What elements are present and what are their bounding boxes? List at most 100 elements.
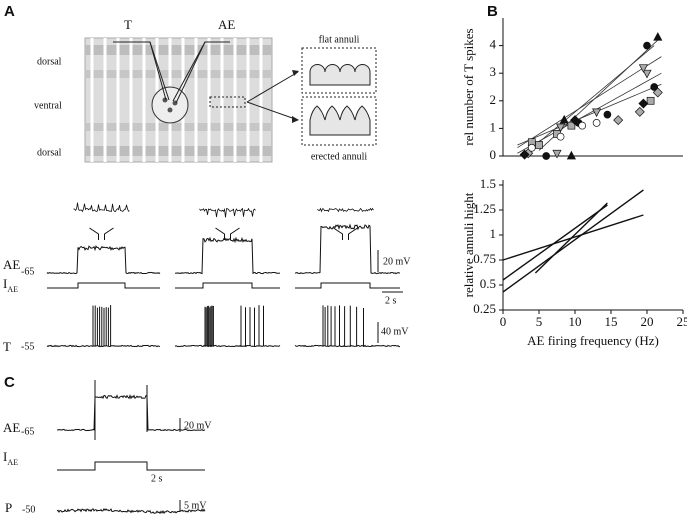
point — [556, 132, 565, 141]
band — [85, 45, 272, 55]
band — [85, 146, 272, 156]
electrode-label: AE — [218, 17, 235, 32]
trace — [46, 344, 161, 348]
y-tick-label: 0.25 — [473, 301, 496, 316]
x-tick-label: 10 — [569, 314, 582, 329]
point — [542, 152, 551, 160]
y-tick-label: 3 — [490, 64, 497, 79]
point — [570, 115, 580, 126]
point — [638, 98, 649, 109]
fit-line — [517, 83, 662, 146]
point — [653, 32, 663, 41]
erected-annuli — [309, 105, 371, 136]
y-tick-label: 1 — [490, 226, 497, 241]
inset-box — [301, 96, 377, 146]
panel-label: C — [4, 374, 15, 391]
point — [552, 149, 562, 159]
traces — [46, 202, 401, 515]
trace — [295, 282, 400, 289]
x-axis-label: AE firing frequency (Hz) — [527, 333, 659, 348]
point — [642, 69, 652, 79]
point — [646, 96, 655, 105]
zoom-box — [209, 96, 246, 108]
trace — [46, 245, 161, 275]
y-tick-label: 4 — [490, 37, 497, 52]
point — [578, 121, 587, 130]
line — [502, 204, 608, 281]
trace-label: IAE — [3, 449, 18, 467]
trace-label: I — [3, 449, 7, 464]
band — [85, 70, 272, 78]
trace — [174, 344, 281, 348]
inset-bracket — [348, 227, 358, 240]
trace-label: AE — [3, 420, 20, 435]
line — [502, 214, 644, 261]
y-tick-label: 0.75 — [473, 251, 496, 266]
trace — [317, 207, 374, 213]
scale-label: 20 mV — [383, 256, 411, 267]
trace — [294, 223, 401, 275]
y-tick-label: 0.5 — [480, 276, 496, 291]
trace-label: I — [3, 276, 7, 291]
point — [535, 141, 543, 149]
fit-line — [517, 56, 662, 149]
ganglion — [151, 86, 189, 124]
inset-bracket — [333, 227, 343, 240]
scale-label: 20 mV — [184, 420, 212, 431]
trace-label: T — [3, 339, 11, 354]
trace-level: -65 — [21, 426, 34, 437]
trace-subscript: AE — [7, 285, 18, 294]
x-tick-label: 0 — [500, 314, 507, 329]
x-tick-label: 20 — [641, 314, 654, 329]
inset-bracket — [215, 227, 225, 240]
arrow — [246, 101, 299, 121]
arrow — [246, 71, 299, 103]
scale-label: 5 mV — [184, 500, 207, 511]
region-label: dorsal — [37, 56, 62, 67]
y-tick-label: 2 — [490, 92, 497, 107]
trace — [47, 282, 160, 289]
y-tick-label: 1.25 — [473, 201, 496, 216]
point — [650, 83, 659, 91]
trace-level: -55 — [21, 341, 34, 352]
arrowhead — [292, 70, 299, 123]
x-tick-label: 5 — [536, 314, 543, 329]
scale-label: 2 s — [151, 473, 163, 484]
point — [643, 41, 651, 50]
line — [534, 202, 608, 274]
point — [567, 121, 576, 130]
x-tick-label: 25 — [677, 314, 687, 329]
point — [592, 108, 602, 118]
point — [652, 87, 663, 98]
point — [638, 64, 648, 73]
trace-level: -50 — [22, 504, 35, 515]
scale-label: 2 s — [385, 295, 397, 306]
point — [613, 115, 624, 126]
panel-label: A — [4, 3, 15, 20]
cell — [167, 107, 173, 113]
inset-bracket — [89, 227, 99, 240]
point — [559, 114, 569, 124]
nerve-cord-diagram — [84, 37, 377, 163]
trace — [199, 207, 256, 218]
inset-label: flat annuli — [319, 34, 360, 45]
y-tick-label: 1 — [490, 119, 497, 134]
trace-label: IAE — [3, 276, 18, 294]
trace — [73, 202, 130, 213]
line — [502, 189, 644, 293]
point — [566, 150, 576, 160]
inset-label: erected annuli — [311, 151, 368, 162]
trace — [175, 282, 280, 289]
electrode — [149, 41, 170, 101]
inset-box — [301, 47, 377, 94]
y-tick-label: 0 — [490, 147, 497, 162]
cell — [162, 97, 168, 103]
point — [603, 110, 612, 119]
trace — [56, 394, 206, 432]
panel-label: B — [487, 3, 498, 20]
electrode — [172, 41, 206, 102]
fit-line — [538, 45, 655, 143]
inset-bracket — [230, 227, 240, 240]
inset-bracket — [104, 227, 114, 240]
electrode-label: T — [124, 17, 132, 32]
